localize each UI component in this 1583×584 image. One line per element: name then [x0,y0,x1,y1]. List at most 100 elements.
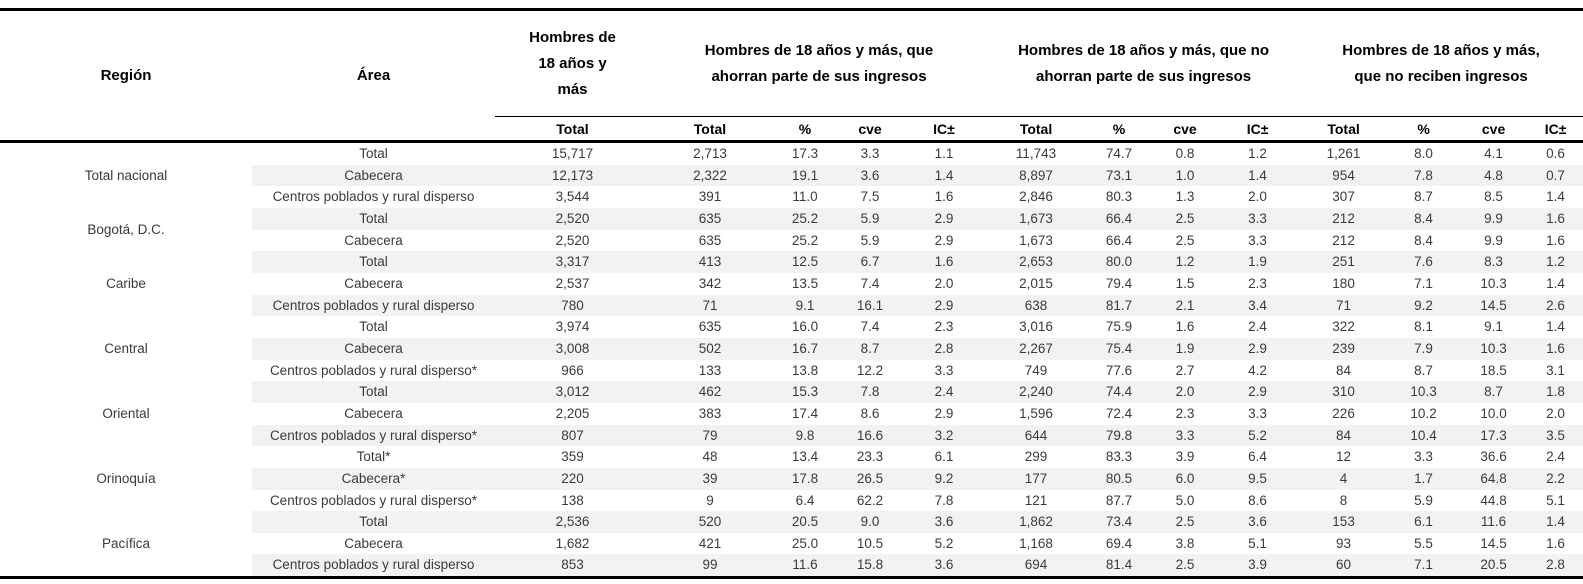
value-cell: 8.4 [1414,232,1433,248]
value-cell: 3.3 [1248,405,1267,421]
value-cell: 1,673 [988,207,1085,230]
value-cell: 1.9 [1216,251,1300,273]
value-cell: 7.6 [1388,251,1460,273]
value-cell: 12,173 [495,164,650,187]
value-cell: 0.8 [1175,146,1195,161]
value-cell: 2.8 [900,337,989,360]
table-row: Bogotá, D.C. Total 2,520 635 25.2 5.9 2.9 1,673… [0,207,1583,252]
value-cell: 2.4 [900,381,989,403]
value-cell: 121 [1024,492,1048,508]
value-cell: 13.4 [791,449,819,465]
value-cell: 12.2 [856,362,884,378]
value-cell: 2,520 [495,207,650,230]
value-cell: 2.5 [1154,207,1217,230]
region-label: Orinoquía [0,446,252,512]
value-cell: 5.0 [1175,492,1195,508]
value-cell: 3.6 [900,511,989,533]
group-header-save-label: Hombres de 18 años y más, que ahorran pa… [704,41,934,85]
region-label: Central [0,316,252,382]
value-cell: 1,261 [1326,146,1361,161]
value-cell: 322 [1332,319,1355,335]
value-cell: 780 [495,294,650,317]
value-cell: 17.3 [1459,424,1529,447]
value-cell: 635 [650,207,770,230]
value-cell: 20.5 [1459,554,1529,580]
value-cell: 2.9 [900,207,989,230]
value-cell: 19.1 [770,164,840,187]
value-cell: 99 [650,554,770,580]
value-cell: 3.6 [900,554,989,580]
group-header-no-income-label: Hombres de 18 años y más, que no reciben… [1342,41,1540,85]
group-header-row: Región Área Hombres de 18 años y más Hom… [0,9,1583,143]
table-row: Pacífica Total 2,536 520 20.5 9.0 3.6 1,862 73.4… [0,511,1583,580]
region-label: Pacífica [0,511,252,580]
area-label: Cabecera [344,275,403,291]
table-header: Región Área Hombres de 18 años y más Hom… [0,9,1583,143]
value-cell: 2.0 [1154,381,1217,403]
value-cell: 3.9 [1175,449,1195,465]
value-cell: 2.2 [1528,467,1583,490]
value-cell: 342 [698,275,722,291]
subheader-cve: cve [1459,116,1529,143]
subheader-total: Total [988,116,1085,143]
value-cell: 1.4 [1546,189,1565,205]
value-cell: 25.2 [791,232,819,248]
value-cell: 3,317 [495,251,650,273]
value-cell: 15,717 [551,146,594,161]
value-cell: 2.5 [1154,554,1217,580]
value-cell: 2.0 [1248,189,1267,205]
value-cell: 5.9 [840,207,900,230]
value-cell: 1.8 [1528,381,1583,403]
value-cell: 138 [561,492,584,508]
value-cell: 23.3 [856,449,884,465]
value-cell: 9.9 [1459,207,1529,230]
value-cell: 3.3 [1154,424,1217,447]
value-cell: 12 [1336,449,1352,465]
value-cell: 73.4 [1084,511,1155,533]
value-cell: 9.2 [1388,294,1460,317]
region-label: Total nacional [0,141,252,208]
table-row: Cabecera 2,537 342 13.5 7.4 2.0 2,015 79.4 1.5 2.… [0,273,1583,295]
value-cell: 14.5 [1480,535,1507,551]
value-cell: 359 [561,449,584,465]
value-cell: 16.7 [770,337,840,360]
column-header-region: Región [0,9,252,143]
area-label: Total [252,207,495,230]
value-cell: 133 [698,362,722,378]
area-label: Cabecera [344,535,403,551]
area-label: Centros poblados y rural disperso [272,189,475,205]
value-cell: 7.8 [1388,164,1460,187]
value-cell: 807 [495,424,650,447]
value-cell: 9.1 [770,294,840,317]
value-cell: 73.1 [1084,164,1155,187]
value-cell: 1.1 [934,146,954,161]
value-cell: 8.3 [1459,251,1529,273]
value-cell: 12.5 [770,251,840,273]
area-label: Cabecera [344,405,403,421]
value-cell: 8.6 [1248,492,1267,508]
sub-header-row: Total Total % cve IC± Total % cve IC± To… [0,116,1583,143]
value-cell: 3,974 [555,319,590,335]
value-cell: 9.5 [1216,467,1300,490]
value-cell: 5.9 [860,232,880,248]
value-cell: 3.3 [1248,232,1267,248]
value-cell: 8.7 [840,337,900,360]
value-cell: 9.9 [1484,232,1503,248]
value-cell: 4 [1299,467,1389,490]
value-cell: 1.0 [1154,164,1217,187]
value-cell: 80.5 [1084,467,1155,490]
value-cell: 1.4 [1546,319,1565,335]
value-cell: 17.3 [791,146,819,161]
value-cell: 9 [706,492,714,508]
value-cell: 2,240 [988,381,1085,403]
value-cell: 2.4 [1248,319,1267,335]
subheader-total: Total [1299,116,1389,143]
value-cell: 1.4 [1528,511,1583,533]
value-cell: 6.1 [1388,511,1460,533]
value-cell: 1.6 [1528,337,1583,360]
value-cell: 2.9 [1216,337,1300,360]
area-label: Total [359,146,388,161]
subheader-cve: cve [840,116,900,143]
value-cell: 16.6 [840,424,900,447]
